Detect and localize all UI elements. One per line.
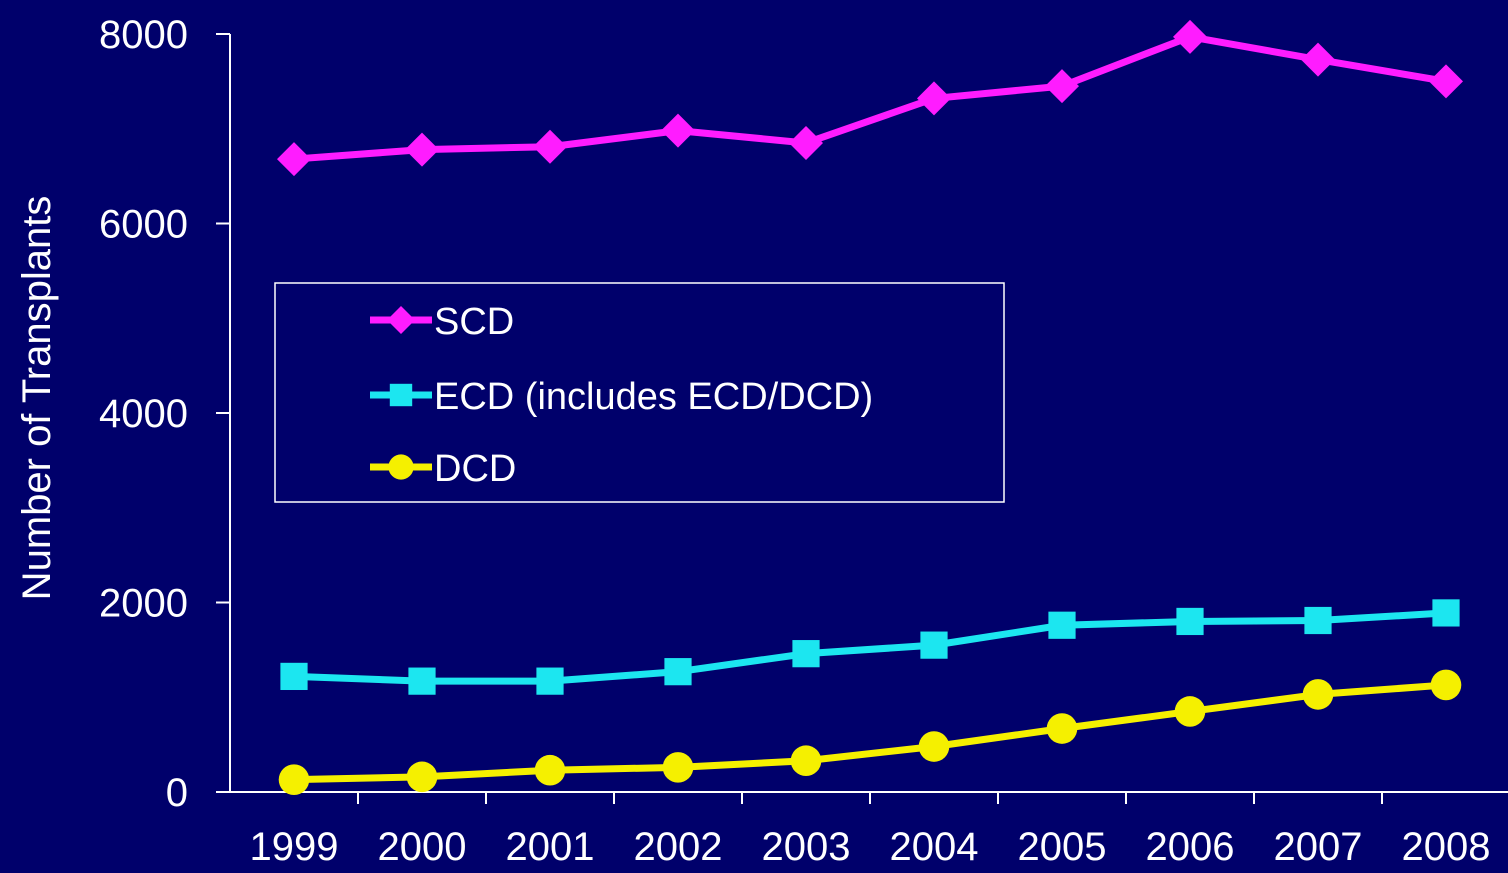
scd-data-point (1173, 19, 1207, 54)
x-tick-label: 1999 (250, 825, 339, 869)
dcd-data-point (534, 754, 566, 786)
x-tick-label: 2007 (1274, 825, 1363, 869)
y-tick-label: 6000 (99, 203, 188, 247)
scd-data-point (789, 125, 823, 160)
ecd-data-point (1176, 607, 1204, 636)
dcd-data-point (278, 764, 310, 795)
scd-data-point (1429, 64, 1463, 99)
y-tick-label: 2000 (99, 582, 188, 626)
x-tick-label: 2008 (1402, 825, 1491, 869)
scd-series-line (293, 33, 1447, 163)
ecd-data-point (1304, 606, 1332, 635)
scd-data-point (405, 132, 439, 167)
x-ticks: 1999 2000 2001 2002 2003 2004 2005 2006 2007 2008 (250, 792, 1491, 869)
ecd-data-point (536, 667, 564, 695)
ecd-data-point (920, 631, 948, 659)
scd-data-point (1301, 42, 1335, 77)
x-tick-label: 2000 (378, 825, 467, 869)
ecd-data-point (408, 667, 436, 695)
ecd-data-point (664, 658, 692, 686)
ecd-series-line (293, 609, 1447, 685)
dcd-data-point (790, 745, 822, 777)
legend-box (274, 282, 1005, 503)
dcd-data-point (406, 761, 438, 793)
legend-scd-swatch-marker (387, 306, 415, 334)
dcd-data-point (918, 731, 950, 762)
legend-items: SCD ECD (includes ECD/DCD) DCD (370, 301, 873, 490)
y-tick-label: 4000 (99, 392, 188, 436)
scd-data-point (277, 142, 311, 177)
x-tick-label: 2004 (890, 825, 979, 869)
legend: SCD ECD (includes ECD/DCD) DCD (274, 282, 1005, 503)
y-tick-label: 0 (166, 771, 188, 815)
ecd-data-point (1048, 611, 1076, 639)
dcd-data-point (1302, 679, 1334, 710)
scd-data-point (661, 113, 695, 148)
ecd-data-point (792, 640, 820, 668)
dcd-data-point (1430, 669, 1462, 701)
x-tick-label: 2005 (1018, 825, 1107, 869)
scd-data-point (1045, 69, 1079, 104)
dcd-data-point (662, 752, 694, 783)
dcd-data-point (1046, 713, 1078, 744)
dcd-data-point (1174, 696, 1206, 727)
y-ticks: 0 2000 4000 6000 8000 (99, 13, 230, 815)
ecd-data-point (280, 662, 308, 691)
legend-scd-label: SCD (434, 301, 514, 343)
legend-ecd-label: ECD (includes ECD/DCD) (434, 376, 873, 418)
y-tick-label: 8000 (99, 13, 188, 57)
x-tick-label: 2001 (506, 825, 595, 869)
legend-dcd-label: DCD (434, 448, 516, 490)
scd-data-point (533, 129, 567, 164)
y-axis-title: Number of Transplants (15, 196, 59, 601)
legend-ecd-swatch-marker (389, 383, 413, 407)
x-tick-label: 2002 (634, 825, 723, 869)
ecd-data-point (1432, 599, 1460, 627)
scd-data-point (917, 81, 951, 116)
series-layer (277, 19, 1463, 795)
legend-dcd-swatch-marker (388, 454, 414, 480)
dcd-series-line (293, 681, 1447, 784)
x-tick-label: 2006 (1146, 825, 1235, 869)
x-tick-label: 2003 (762, 825, 851, 869)
